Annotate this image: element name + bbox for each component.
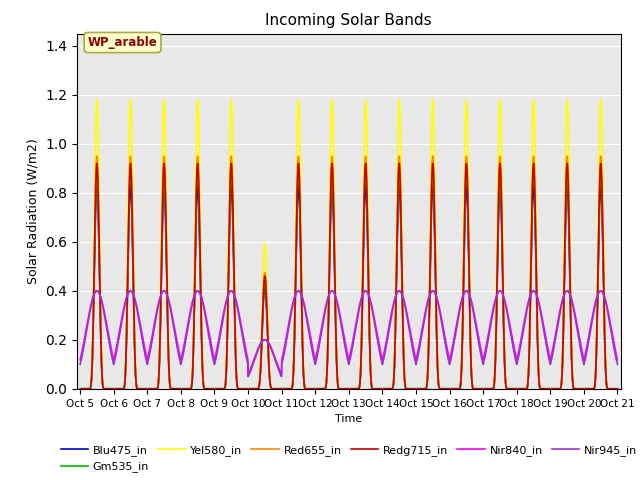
Nir840_in: [614, 357, 621, 363]
Blu475_in: [532, 236, 540, 242]
Nir840_in: [186, 308, 194, 314]
Nir945_in: [614, 361, 621, 367]
Gm535_in: [76, 386, 84, 392]
Y-axis label: Solar Radiation (W/m2): Solar Radiation (W/m2): [26, 138, 40, 284]
Red655_in: [93, 153, 100, 159]
Blu475_in: [418, 386, 426, 392]
Yel580_in: [614, 386, 621, 392]
Nir945_in: [418, 332, 426, 338]
Nir945_in: [532, 290, 540, 296]
Blu475_in: [614, 386, 621, 392]
Gm535_in: [186, 386, 194, 392]
Nir945_in: [244, 374, 252, 380]
Yel580_in: [186, 386, 194, 392]
Redg715_in: [465, 259, 473, 264]
Red655_in: [76, 386, 84, 392]
Redg715_in: [608, 386, 616, 392]
Red655_in: [186, 386, 194, 392]
Nir945_in: [76, 361, 84, 367]
Redg715_in: [186, 386, 194, 392]
Yel580_in: [93, 97, 100, 103]
Nir945_in: [93, 288, 100, 294]
Blu475_in: [499, 306, 507, 312]
Redg715_in: [614, 386, 621, 392]
Line: Nir840_in: Nir840_in: [80, 291, 618, 374]
Nir840_in: [76, 357, 84, 363]
Nir840_in: [244, 372, 252, 377]
Line: Nir945_in: Nir945_in: [80, 291, 618, 377]
Nir840_in: [500, 293, 508, 299]
Red655_in: [532, 215, 540, 220]
Text: WP_arable: WP_arable: [88, 36, 157, 49]
Blu475_in: [608, 386, 616, 392]
Nir840_in: [93, 288, 100, 294]
Nir840_in: [608, 328, 616, 334]
Gm535_in: [608, 386, 616, 392]
Line: Redg715_in: Redg715_in: [80, 164, 618, 389]
Blu475_in: [465, 271, 473, 277]
Red655_in: [614, 386, 621, 392]
Line: Red655_in: Red655_in: [80, 156, 618, 389]
Nir945_in: [465, 292, 473, 298]
Yel580_in: [532, 173, 540, 179]
Nir945_in: [186, 311, 194, 316]
Redg715_in: [532, 220, 540, 226]
Legend: Blu475_in, Gm535_in, Yel580_in, Red655_in, Redg715_in, Nir840_in, Nir945_in: Blu475_in, Gm535_in, Yel580_in, Red655_i…: [56, 441, 640, 477]
Gm535_in: [499, 300, 507, 305]
Red655_in: [418, 386, 426, 392]
Yel580_in: [608, 386, 616, 392]
Line: Yel580_in: Yel580_in: [80, 100, 618, 389]
Title: Incoming Solar Bands: Incoming Solar Bands: [266, 13, 432, 28]
Redg715_in: [418, 386, 426, 392]
Blu475_in: [76, 386, 84, 392]
Line: Blu475_in: Blu475_in: [80, 186, 618, 389]
Gm535_in: [465, 262, 473, 267]
Nir945_in: [500, 294, 508, 300]
Redg715_in: [76, 386, 84, 392]
Gm535_in: [93, 166, 100, 171]
Nir840_in: [532, 290, 540, 296]
Gm535_in: [418, 386, 426, 392]
Yel580_in: [465, 223, 473, 228]
Yel580_in: [76, 386, 84, 392]
Red655_in: [465, 254, 473, 260]
Blu475_in: [186, 386, 194, 392]
Gm535_in: [614, 386, 621, 392]
Redg715_in: [499, 298, 507, 303]
Gm535_in: [532, 224, 540, 229]
Nir840_in: [465, 291, 473, 297]
X-axis label: Time: Time: [335, 414, 362, 424]
Nir840_in: [418, 328, 426, 334]
Red655_in: [608, 386, 616, 392]
Redg715_in: [93, 161, 100, 167]
Blu475_in: [93, 183, 100, 189]
Nir945_in: [608, 332, 616, 338]
Line: Gm535_in: Gm535_in: [80, 168, 618, 389]
Red655_in: [499, 295, 507, 300]
Yel580_in: [418, 386, 426, 392]
Yel580_in: [499, 273, 507, 278]
